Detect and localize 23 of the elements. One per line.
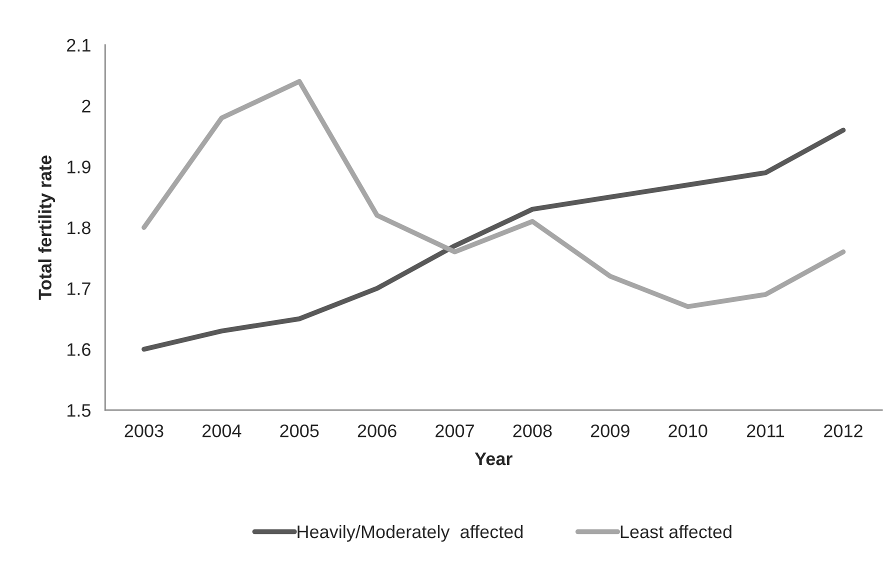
legend-label: Least affected xyxy=(620,524,732,538)
y-tick-label: 1.5 xyxy=(68,404,90,417)
y-tick-label: 1.6 xyxy=(68,343,90,356)
x-tick-label: 2004 xyxy=(202,424,242,438)
x-tick-label: 2012 xyxy=(824,424,862,438)
x-tick-label: 2006 xyxy=(358,424,396,438)
y-tick-label: 2 xyxy=(82,100,90,112)
x-tick-label: 2003 xyxy=(124,424,164,438)
x-tick-label: 2005 xyxy=(280,424,319,438)
x-tick-label: 2008 xyxy=(513,424,552,438)
y-tick-label: 1.9 xyxy=(68,160,90,174)
x-tick-label: 2007 xyxy=(436,424,474,438)
y-tick-label: 1.8 xyxy=(68,221,90,234)
legend-label: Heavily/Moderately affected xyxy=(298,524,523,542)
x-axis-title: Year xyxy=(474,452,512,466)
line-series xyxy=(142,128,846,352)
x-tick-label: 2010 xyxy=(668,424,708,438)
line-series xyxy=(142,79,846,310)
x-tick-label: 2009 xyxy=(590,424,630,438)
x-tick-label: 2011 xyxy=(747,424,784,438)
y-tick-label: 1.7 xyxy=(68,282,90,295)
y-tick-label: 2.1 xyxy=(67,38,90,52)
y-axis-title: Total fertility rate xyxy=(38,156,56,300)
